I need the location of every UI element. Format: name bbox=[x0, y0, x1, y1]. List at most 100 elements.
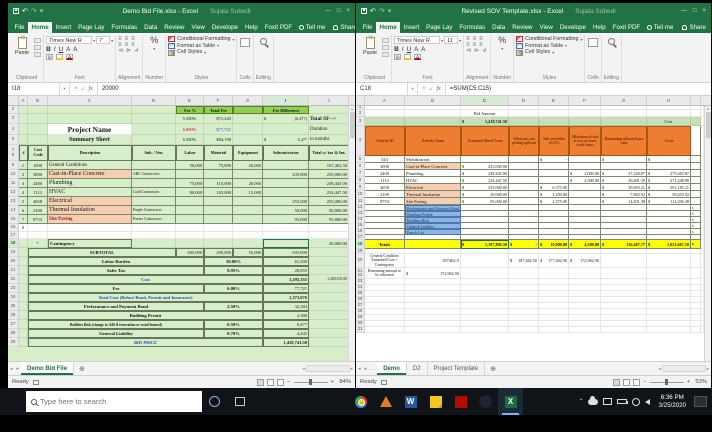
close-button[interactable]: × bbox=[346, 8, 350, 14]
cell[interactable] bbox=[509, 211, 539, 217]
find-select-icon[interactable] bbox=[259, 38, 267, 45]
cell[interactable]: 255,000.00 bbox=[309, 197, 348, 206]
row-header-12[interactable]: 12 bbox=[356, 205, 365, 211]
font-color-button[interactable]: A bbox=[66, 54, 74, 61]
cell[interactable]: $172,962.50 bbox=[405, 268, 461, 279]
cell[interactable] bbox=[539, 229, 569, 235]
cell[interactable] bbox=[539, 177, 569, 184]
number-format-dropdown-icon[interactable]: ▾ bbox=[501, 45, 504, 51]
cell[interactable] bbox=[569, 291, 601, 297]
select-all-corner[interactable] bbox=[8, 96, 19, 105]
save-icon[interactable] bbox=[361, 8, 367, 14]
cell[interactable]: $ - bbox=[647, 156, 691, 163]
cell[interactable] bbox=[601, 223, 647, 229]
notification-center-icon[interactable] bbox=[694, 396, 707, 407]
normal-view-icon[interactable] bbox=[613, 378, 621, 386]
cell[interactable] bbox=[28, 135, 48, 145]
paste-button[interactable]: Paste bbox=[12, 36, 32, 57]
cell[interactable]: $238,445.00 bbox=[461, 170, 509, 177]
cell[interactable]: Sub. / Ven. bbox=[132, 145, 176, 161]
cell[interactable] bbox=[601, 235, 647, 240]
tab-file[interactable]: File bbox=[14, 24, 25, 31]
cell[interactable]: 5 bbox=[19, 197, 28, 206]
underline-button[interactable]: U bbox=[406, 46, 412, 53]
cell[interactable]: Equipment bbox=[233, 145, 263, 161]
column-header-e[interactable]: E bbox=[539, 96, 569, 105]
cell[interactable]: Building Permit bbox=[28, 311, 263, 320]
cell[interactable]: 3000 bbox=[28, 170, 48, 179]
cell[interactable] bbox=[309, 293, 348, 302]
cell[interactable] bbox=[569, 156, 601, 163]
cell[interactable]: 32,384 bbox=[263, 302, 309, 311]
cell[interactable] bbox=[19, 124, 28, 135]
cell[interactable] bbox=[365, 309, 405, 315]
cell[interactable] bbox=[309, 284, 348, 293]
cell[interactable]: $ bbox=[691, 240, 701, 249]
cell[interactable]: Performance and Payment Bond bbox=[28, 302, 204, 311]
row-header-6[interactable]: 6 bbox=[356, 163, 365, 170]
bold-button[interactable]: B bbox=[46, 46, 51, 53]
cell[interactable]: 238,445.00 bbox=[309, 179, 348, 188]
cell[interactable]: Remaining amount to be allocated bbox=[365, 268, 405, 279]
cell[interactable]: Cast-in-Place Concrete bbox=[405, 163, 461, 170]
cell[interactable] bbox=[233, 124, 263, 135]
cell[interactable]: Cost bbox=[28, 275, 263, 284]
cell[interactable] bbox=[405, 106, 461, 110]
cell[interactable]: 105,000 bbox=[204, 188, 233, 197]
tab-view[interactable]: View bbox=[191, 24, 205, 31]
cell[interactable] bbox=[701, 249, 704, 254]
cell[interactable] bbox=[509, 110, 539, 117]
cell[interactable]: Plumbing bbox=[405, 170, 461, 177]
zoom-in-icon[interactable]: + bbox=[686, 379, 690, 385]
cell[interactable] bbox=[176, 170, 204, 179]
cell[interactable] bbox=[461, 235, 509, 240]
align-center-icon[interactable]: ≡ bbox=[124, 42, 129, 48]
cell[interactable] bbox=[691, 279, 701, 285]
cell[interactable]: Total SF--> bbox=[309, 114, 348, 124]
confirm-entry-icon[interactable]: ✓ bbox=[80, 86, 86, 93]
cell[interactable] bbox=[691, 156, 701, 163]
cell[interactable]: $7,803.92 bbox=[601, 191, 647, 198]
cell[interactable] bbox=[691, 126, 701, 156]
cell[interactable] bbox=[365, 117, 405, 126]
zoom-slider-thumb[interactable] bbox=[664, 379, 668, 385]
cell[interactable] bbox=[601, 291, 647, 297]
tab-help[interactable]: Help bbox=[592, 24, 606, 31]
cell[interactable]: $39,810.21 bbox=[601, 184, 647, 191]
cell[interactable]: Contingency bbox=[48, 239, 132, 248]
name-box-dropdown-icon[interactable]: ▾ bbox=[408, 83, 418, 95]
cell[interactable]: $10,000.00 bbox=[539, 240, 569, 249]
cell[interactable] bbox=[701, 163, 704, 170]
copy-icon[interactable] bbox=[382, 45, 390, 50]
cell[interactable]: 5.500% bbox=[176, 114, 204, 124]
cell[interactable] bbox=[701, 191, 704, 198]
tab-scroll-left-icon[interactable]: ◂ bbox=[10, 365, 13, 372]
row-header-7[interactable]: 7 bbox=[356, 170, 365, 177]
cell[interactable] bbox=[601, 205, 647, 211]
cell[interactable]: Remaining allocated pro rata bbox=[601, 126, 647, 156]
cell[interactable] bbox=[132, 124, 176, 135]
cell[interactable]: 2.50% bbox=[204, 302, 263, 311]
cell[interactable]: 61,500 bbox=[263, 257, 309, 266]
row-header-11[interactable]: 11 bbox=[356, 198, 365, 205]
row-header-18[interactable]: 18 bbox=[8, 239, 19, 248]
cell[interactable]: $ bbox=[691, 229, 701, 235]
cell[interactable] bbox=[132, 197, 176, 206]
row-header-5[interactable]: 5 bbox=[356, 156, 365, 163]
cell[interactable] bbox=[309, 232, 348, 239]
cell[interactable]: Labor Burden bbox=[28, 257, 204, 266]
row-header-25[interactable]: 25 bbox=[8, 302, 19, 311]
cell-grid[interactable]: 2 Fee % Total Fee Fee Difference 3 5.500% $71,… bbox=[8, 106, 348, 361]
cell[interactable] bbox=[461, 268, 509, 279]
cell[interactable]: Building Permit bbox=[405, 211, 461, 217]
cell[interactable] bbox=[647, 106, 691, 110]
tab-review[interactable]: Review bbox=[164, 24, 185, 31]
cell[interactable] bbox=[647, 279, 691, 285]
cell[interactable] bbox=[539, 106, 569, 110]
cell[interactable]: 2100 bbox=[28, 206, 48, 215]
tab-page-layout[interactable]: Page Lay bbox=[426, 24, 453, 31]
cell[interactable] bbox=[539, 285, 569, 291]
cell[interactable] bbox=[19, 284, 28, 293]
cell[interactable] bbox=[539, 315, 569, 321]
cell[interactable]: Electrical bbox=[48, 197, 132, 206]
